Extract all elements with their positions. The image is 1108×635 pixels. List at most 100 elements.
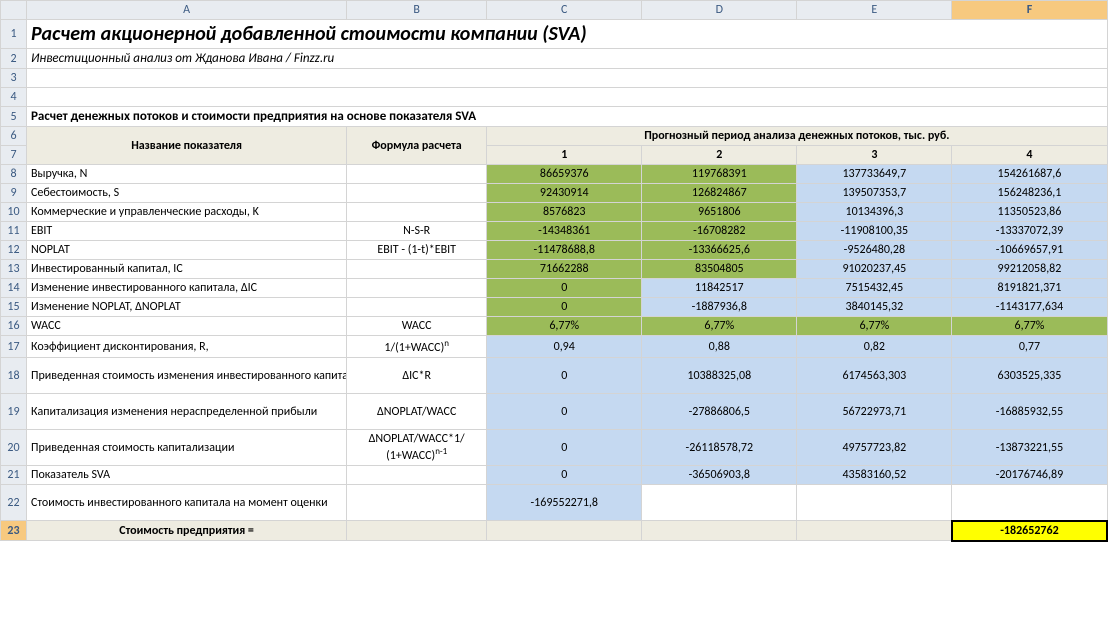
formula-cell[interactable]	[347, 260, 487, 279]
value-cell[interactable]: 56722973,71	[797, 394, 952, 430]
indicator-label[interactable]: EBIT	[27, 222, 347, 241]
value-cell[interactable]: 6,77%	[642, 317, 797, 336]
indicator-label[interactable]: Коммерческие и управленческие расходы, K	[27, 203, 347, 222]
cell[interactable]	[27, 88, 1108, 107]
value-cell[interactable]: 0,88	[642, 336, 797, 358]
value-cell[interactable]: 139507353,7	[797, 184, 952, 203]
value-cell[interactable]: 71662288	[487, 260, 642, 279]
formula-cell[interactable]: ΔNOPLAT/WACC	[347, 394, 487, 430]
row-header[interactable]: 12	[1, 241, 27, 260]
col-header-B[interactable]: B	[347, 1, 487, 20]
indicator-label[interactable]: Приведенная стоимость капитализации	[27, 430, 347, 466]
formula-cell[interactable]	[347, 184, 487, 203]
value-cell[interactable]: 0	[487, 298, 642, 317]
value-cell[interactable]: 6174563,303	[797, 358, 952, 394]
title-cell[interactable]: Расчет акционерной добавленной стоимости…	[27, 20, 1108, 49]
value-cell[interactable]: 86659376	[487, 165, 642, 184]
formula-cell[interactable]	[347, 203, 487, 222]
cell[interactable]	[27, 69, 1108, 88]
value-cell[interactable]: -27886806,5	[642, 394, 797, 430]
th-name[interactable]: Название показателя	[27, 127, 347, 165]
value-cell[interactable]: 3840145,32	[797, 298, 952, 317]
subtitle-cell[interactable]: Инвестиционный анализ от Жданова Ивана /…	[27, 49, 1108, 69]
formula-cell[interactable]: ΔIC*R	[347, 358, 487, 394]
value-cell[interactable]: 0	[487, 394, 642, 430]
value-cell[interactable]: 92430914	[487, 184, 642, 203]
row-header[interactable]: 11	[1, 222, 27, 241]
value-cell[interactable]: 11842517	[642, 279, 797, 298]
value-cell[interactable]: -26118578,72	[642, 430, 797, 466]
value-cell[interactable]: 91020237,45	[797, 260, 952, 279]
select-all-corner[interactable]	[1, 1, 27, 20]
indicator-label[interactable]: Капитализация изменения нераспределенной…	[27, 394, 347, 430]
col-header-D[interactable]: D	[642, 1, 797, 20]
indicator-label[interactable]: Показатель SVA	[27, 466, 347, 485]
formula-cell[interactable]	[347, 165, 487, 184]
th-period[interactable]: 2	[642, 146, 797, 165]
row-header[interactable]: 15	[1, 298, 27, 317]
formula-cell[interactable]: WACC	[347, 317, 487, 336]
footer-value[interactable]: -182652762	[952, 521, 1107, 541]
row-header[interactable]: 20	[1, 430, 27, 466]
value-cell[interactable]: 6,77%	[797, 317, 952, 336]
value-cell[interactable]: 156248236,1	[952, 184, 1107, 203]
row-header[interactable]: 9	[1, 184, 27, 203]
row-header[interactable]: 17	[1, 336, 27, 358]
formula-cell[interactable]	[347, 298, 487, 317]
row-header[interactable]: 6	[1, 127, 27, 146]
value-cell[interactable]: 137733649,7	[797, 165, 952, 184]
value-cell[interactable]: -1887936,8	[642, 298, 797, 317]
row-header[interactable]: 18	[1, 358, 27, 394]
row-header[interactable]: 23	[1, 521, 27, 541]
row-header[interactable]: 2	[1, 49, 27, 69]
value-cell[interactable]: 99212058,82	[952, 260, 1107, 279]
row-header[interactable]: 19	[1, 394, 27, 430]
value-cell[interactable]: 6,77%	[952, 317, 1107, 336]
formula-cell[interactable]: N-S-R	[347, 222, 487, 241]
th-formula[interactable]: Формула расчета	[347, 127, 487, 165]
value-cell[interactable]: -20176746,89	[952, 466, 1107, 485]
value-cell[interactable]: 7515432,45	[797, 279, 952, 298]
indicator-label[interactable]: WACC	[27, 317, 347, 336]
value-cell[interactable]: 11350523,86	[952, 203, 1107, 222]
footer-label[interactable]: Стоимость предприятия =	[27, 521, 347, 541]
value-cell[interactable]: -13366625,6	[642, 241, 797, 260]
cell[interactable]	[642, 521, 797, 541]
indicator-label[interactable]: NOPLAT	[27, 241, 347, 260]
value-cell[interactable]: 43583160,52	[797, 466, 952, 485]
spreadsheet[interactable]: A B C D E F 1 Расчет акционерной добавле…	[0, 0, 1108, 542]
value-cell[interactable]: 154261687,6	[952, 165, 1107, 184]
row-header[interactable]: 21	[1, 466, 27, 485]
indicator-label[interactable]: Изменение NOPLAT, ΔNOPLAT	[27, 298, 347, 317]
row-header[interactable]: 10	[1, 203, 27, 222]
row-header[interactable]: 16	[1, 317, 27, 336]
value-cell[interactable]: -16885932,55	[952, 394, 1107, 430]
row-header[interactable]: 14	[1, 279, 27, 298]
col-header-E[interactable]: E	[797, 1, 952, 20]
th-period[interactable]: 3	[797, 146, 952, 165]
value-cell[interactable]: 0	[487, 358, 642, 394]
indicator-label[interactable]: Изменение инвестированного капитала, ΔIC	[27, 279, 347, 298]
value-cell[interactable]	[797, 485, 952, 521]
value-cell[interactable]: 10134396,3	[797, 203, 952, 222]
value-cell[interactable]: 0,82	[797, 336, 952, 358]
row-header[interactable]: 3	[1, 69, 27, 88]
formula-cell[interactable]	[347, 279, 487, 298]
value-cell[interactable]: -169552271,8	[487, 485, 642, 521]
row-header[interactable]: 22	[1, 485, 27, 521]
col-header-C[interactable]: C	[487, 1, 642, 20]
th-period[interactable]: 1	[487, 146, 642, 165]
value-cell[interactable]: 6303525,335	[952, 358, 1107, 394]
value-cell[interactable]: 0,94	[487, 336, 642, 358]
indicator-label[interactable]: Себестоимость, S	[27, 184, 347, 203]
cell[interactable]	[487, 521, 642, 541]
col-header-F[interactable]: F	[952, 1, 1107, 20]
formula-cell[interactable]: ΔNOPLAT/WACC*1/(1+WACC)n-1	[347, 430, 487, 466]
indicator-label[interactable]: Выручка, N	[27, 165, 347, 184]
value-cell[interactable]: 6,77%	[487, 317, 642, 336]
row-header[interactable]: 13	[1, 260, 27, 279]
value-cell[interactable]: 0	[487, 466, 642, 485]
value-cell[interactable]: 0	[487, 430, 642, 466]
row-header[interactable]: 7	[1, 146, 27, 165]
indicator-label[interactable]: Инвестированный капитал, IC	[27, 260, 347, 279]
